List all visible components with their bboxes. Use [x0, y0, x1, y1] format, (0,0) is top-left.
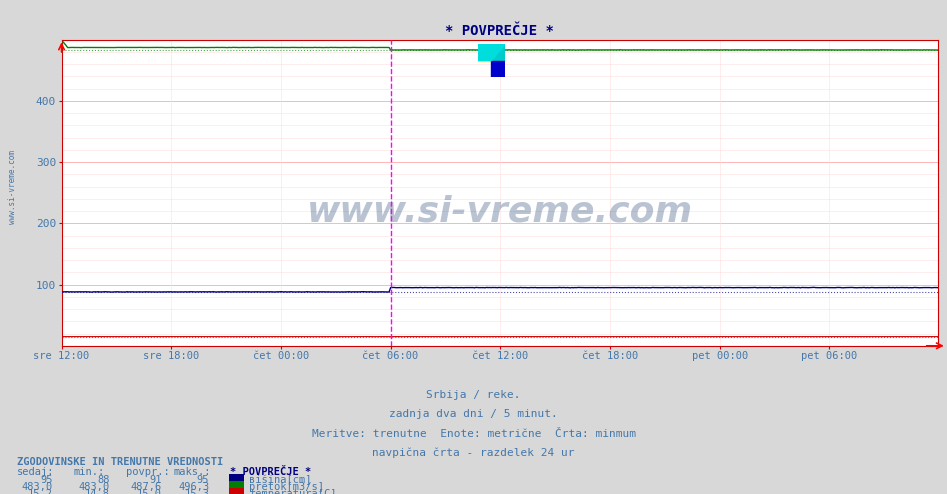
Text: Meritve: trenutne  Enote: metrične  Črta: minmum: Meritve: trenutne Enote: metrične Črta: … — [312, 429, 635, 439]
Text: ZGODOVINSKE IN TRENUTNE VREDNOSTI: ZGODOVINSKE IN TRENUTNE VREDNOSTI — [17, 457, 223, 467]
Text: 15,2: 15,2 — [28, 489, 53, 494]
Text: sedaj:: sedaj: — [17, 467, 55, 477]
Bar — [491, 61, 505, 77]
Bar — [478, 44, 491, 61]
Text: temperatura[C]: temperatura[C] — [249, 489, 336, 494]
Text: вišina[cm]: вišina[cm] — [249, 475, 312, 485]
Text: 14,8: 14,8 — [85, 489, 110, 494]
Text: www.si-vreme.com: www.si-vreme.com — [8, 150, 17, 224]
Text: pretok[m3/s]: pretok[m3/s] — [249, 482, 324, 492]
Text: 496,3: 496,3 — [178, 482, 209, 492]
Polygon shape — [478, 44, 505, 61]
Text: 95: 95 — [41, 475, 53, 485]
Text: povpr.:: povpr.: — [126, 467, 170, 477]
Text: 483,0: 483,0 — [22, 482, 53, 492]
Text: Srbija / reke.: Srbija / reke. — [426, 390, 521, 400]
Text: 88: 88 — [98, 475, 110, 485]
Text: min.:: min.: — [74, 467, 105, 477]
Text: 15,0: 15,0 — [137, 489, 162, 494]
Text: * POVPREČJE *: * POVPREČJE * — [230, 467, 312, 477]
Polygon shape — [491, 44, 505, 61]
Text: 483,0: 483,0 — [79, 482, 110, 492]
Title: * POVPREČJE *: * POVPREČJE * — [445, 24, 554, 39]
Text: www.si-vreme.com: www.si-vreme.com — [307, 194, 692, 228]
Text: 15,3: 15,3 — [185, 489, 209, 494]
Text: 487,6: 487,6 — [131, 482, 162, 492]
Polygon shape — [491, 61, 505, 77]
Text: 91: 91 — [150, 475, 162, 485]
Text: 95: 95 — [197, 475, 209, 485]
Text: zadnja dva dni / 5 minut.: zadnja dva dni / 5 minut. — [389, 410, 558, 419]
Text: maks.:: maks.: — [173, 467, 211, 477]
Text: navpična črta - razdelek 24 ur: navpična črta - razdelek 24 ur — [372, 448, 575, 458]
